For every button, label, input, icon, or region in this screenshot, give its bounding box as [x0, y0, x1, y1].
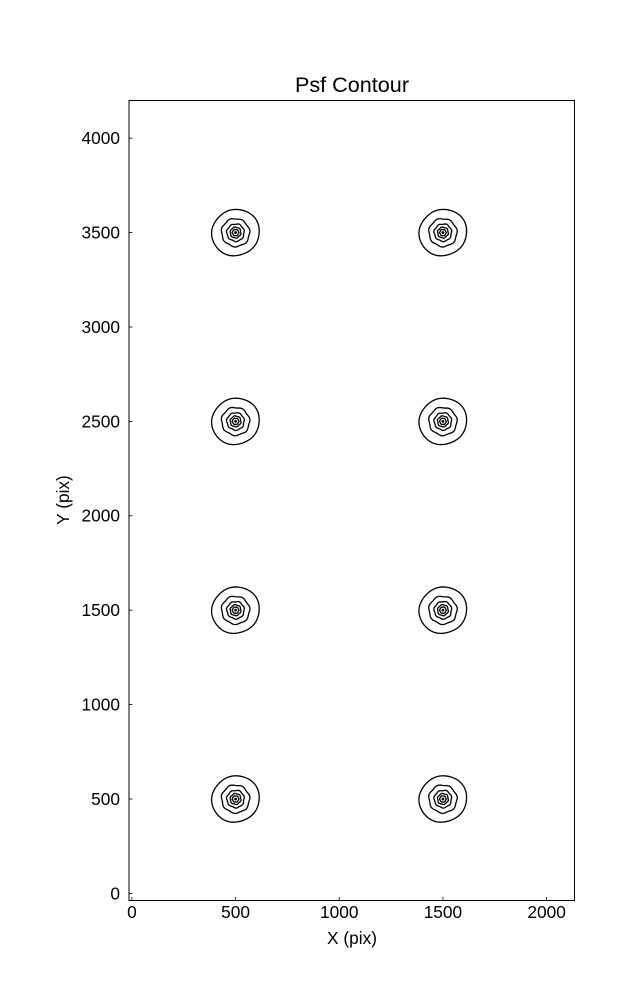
- svg-text:1000: 1000: [82, 695, 120, 715]
- svg-text:4000: 4000: [82, 128, 120, 148]
- svg-text:2000: 2000: [82, 506, 120, 526]
- svg-text:1500: 1500: [82, 600, 120, 620]
- svg-text:500: 500: [91, 789, 120, 809]
- svg-text:Y (pix): Y (pix): [53, 475, 73, 525]
- svg-text:2500: 2500: [82, 411, 120, 431]
- svg-text:X (pix): X (pix): [327, 928, 377, 948]
- svg-text:2000: 2000: [527, 902, 565, 922]
- svg-text:Psf Contour: Psf Contour: [295, 72, 409, 97]
- svg-text:3000: 3000: [82, 317, 120, 337]
- svg-text:0: 0: [127, 902, 137, 922]
- svg-text:3500: 3500: [82, 223, 120, 243]
- svg-text:0: 0: [110, 883, 120, 903]
- svg-text:1000: 1000: [320, 902, 358, 922]
- svg-text:500: 500: [221, 902, 250, 922]
- svg-text:1500: 1500: [424, 902, 462, 922]
